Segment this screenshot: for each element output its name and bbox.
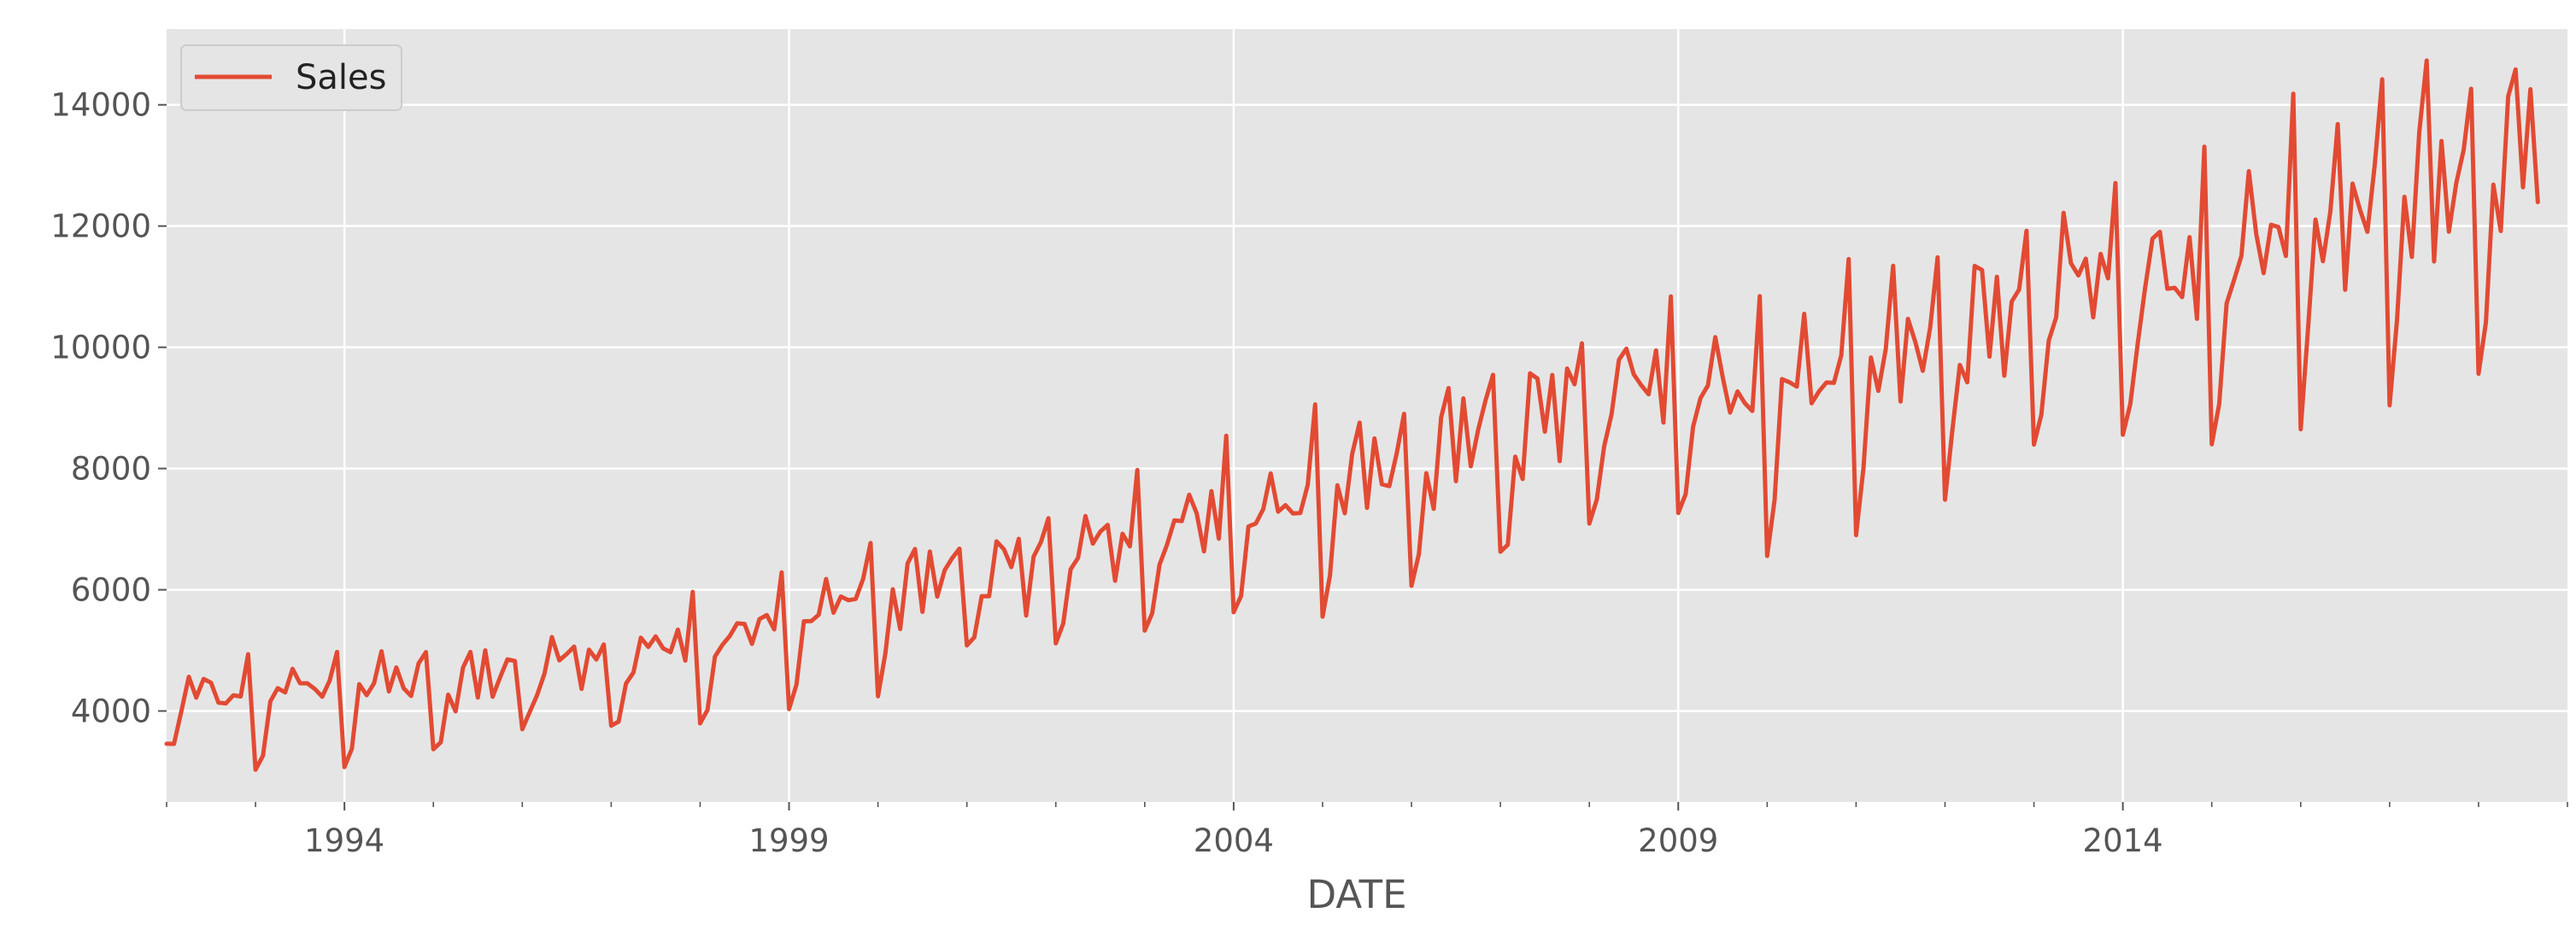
x-tick-label: 2014: [2083, 822, 2163, 859]
y-tick-label: 14000: [50, 87, 151, 124]
series-line-sales: [164, 58, 2540, 772]
series-layer: [164, 58, 2540, 772]
axis-ticks: [158, 103, 2568, 810]
x-tick-label: 1999: [748, 822, 829, 859]
y-tick-label: 6000: [71, 572, 151, 609]
legend: Sales: [180, 44, 402, 111]
plot-area-background: [167, 29, 2567, 802]
x-tick-label: 2004: [1194, 822, 1274, 859]
x-tick-label: 1994: [304, 822, 384, 859]
x-tick-label: 2009: [1638, 822, 1718, 859]
y-tick-label: 4000: [71, 693, 151, 730]
legend-label-sales: Sales: [296, 58, 386, 97]
y-tick-label: 8000: [71, 451, 151, 488]
y-tick-label: 12000: [50, 208, 151, 245]
legend-box: [180, 44, 402, 111]
y-tick-label: 10000: [50, 330, 151, 366]
x-axis-label: DATE: [1306, 872, 1406, 917]
tick-labels: 1994 1999 2004 2009 2014 4000 6000 8000 10000 120…: [50, 87, 2162, 859]
